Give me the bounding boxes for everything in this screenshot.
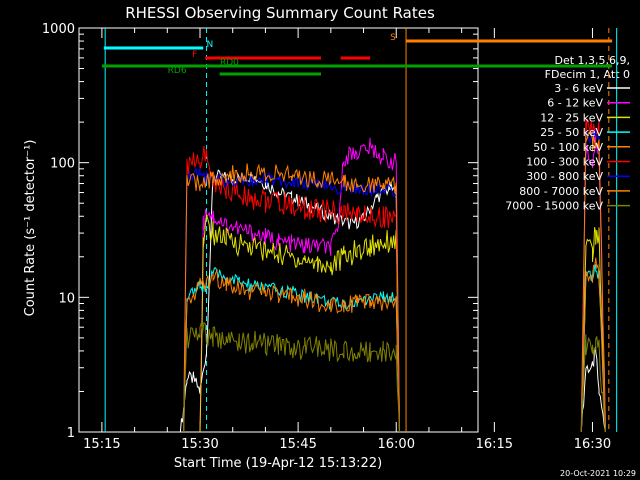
x-tick-label-0: 15:15 bbox=[83, 437, 120, 452]
legend-label-2: 12 - 25 keV bbox=[540, 111, 603, 124]
legend-label-4: 50 - 100 keV bbox=[533, 141, 603, 154]
legend-label-7: 800 - 7000 keV bbox=[519, 185, 603, 198]
series-line-4-post bbox=[580, 257, 606, 433]
plot-frame bbox=[78, 27, 479, 433]
x-tick-label-2: 15:45 bbox=[279, 437, 316, 452]
x-tick-label-3: 16:00 bbox=[378, 437, 415, 452]
legend-label-5: 100 - 300 keV bbox=[526, 156, 603, 169]
legend-label-1: 6 - 12 keV bbox=[547, 97, 603, 110]
y-tick-label-1: 10 bbox=[58, 291, 75, 306]
flag-label-rd6: RD6 bbox=[168, 66, 187, 76]
legend-label-6: 300 - 800 keV bbox=[526, 170, 603, 183]
series-line-0-post bbox=[580, 346, 606, 433]
legend-header-line-2: FDecim 1, Att 0 bbox=[545, 68, 630, 81]
series-line-8-post bbox=[580, 334, 606, 433]
series-line-7 bbox=[183, 163, 400, 433]
flag-label-s: S bbox=[390, 33, 396, 43]
x-tick-label-4: 16:15 bbox=[476, 437, 513, 452]
y-tick-label-3: 1000 bbox=[42, 22, 75, 37]
x-tick-label-5: 16:30 bbox=[574, 437, 611, 452]
timestamp: 20-Oct-2021 10:29 bbox=[560, 469, 636, 478]
chart-title: RHESSI Observing Summary Count Rates bbox=[125, 4, 435, 22]
series-line-1 bbox=[199, 137, 400, 433]
legend-label-3: 25 - 50 keV bbox=[540, 126, 603, 139]
y-axis-label: Count Rate (s⁻¹ detector⁻¹) bbox=[23, 140, 38, 317]
legend-header-line-1: Det 1,3,5,6,9, bbox=[554, 54, 630, 67]
series-line-8 bbox=[183, 321, 400, 433]
series-line-7-post bbox=[580, 130, 606, 433]
series-line-2-post bbox=[580, 227, 606, 433]
y-tick-label-2: 100 bbox=[50, 157, 75, 172]
legend-label-8: 7000 - 15000 keV bbox=[505, 200, 603, 213]
flag-label-rd0: RD0 bbox=[220, 58, 239, 68]
x-axis-label: Start Time (19-Apr-12 15:13:22) bbox=[174, 456, 382, 471]
x-tick-label-1: 15:30 bbox=[181, 437, 218, 452]
flag-label-f: F bbox=[192, 50, 197, 60]
series-line-4 bbox=[183, 268, 400, 433]
series-line-2 bbox=[199, 214, 400, 433]
y-tick-label-0: 1 bbox=[67, 426, 75, 441]
legend-label-0: 3 - 6 keV bbox=[554, 82, 603, 95]
flag-label-n: N bbox=[206, 40, 213, 50]
